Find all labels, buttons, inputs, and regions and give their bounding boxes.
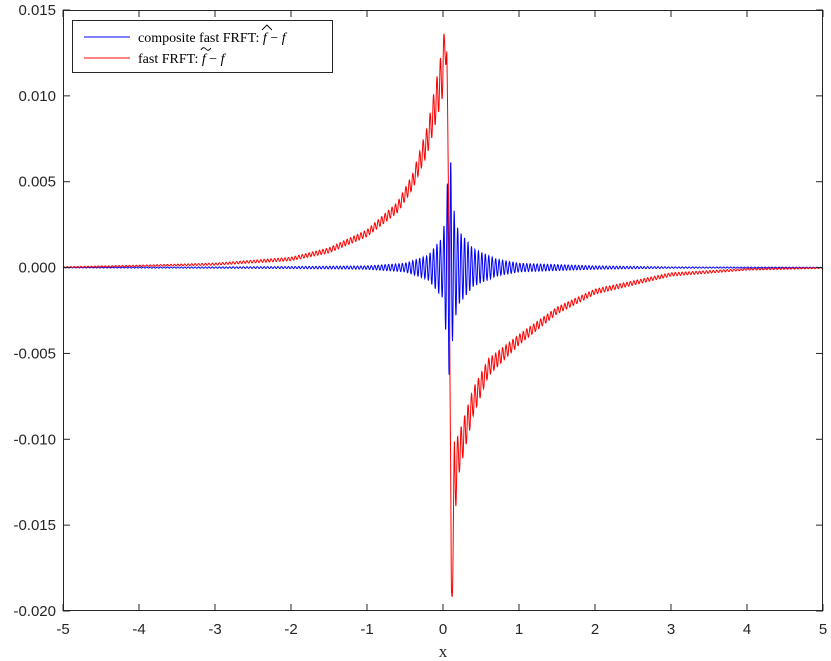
series-line-fast-frft (62, 33, 824, 597)
legend-label-composite-fast-frft-prefix: composite fast FRFT: (138, 31, 263, 46)
x-tick-label: 1 (515, 621, 523, 638)
x-tick-label: 0 (439, 621, 447, 638)
x-axis-label: x (439, 642, 448, 661)
x-tick-label: -2 (284, 621, 297, 638)
y-tick-label: 0.000 (18, 260, 56, 277)
y-tick-label: -0.010 (13, 431, 56, 448)
legend-label-composite-fast-frft: composite fast FRFT: f − f (138, 31, 288, 46)
y-tick-label: -0.005 (13, 345, 56, 362)
legend-hat-accent (261, 24, 273, 31)
series-layer (62, 33, 824, 597)
axis-ticks: -5 -4 -3 -2 -1 0 1 2 3 4 5 -0.020 -0.015 -0.010 -0.005… (13, 2, 827, 638)
series-line-composite-fast-frft (62, 162, 824, 375)
legend-box (72, 20, 333, 73)
legend-label-fast-frft: fast FRFT: f − f (138, 52, 227, 67)
y-tick-label: 0.010 (18, 88, 56, 105)
y-tick-label: -0.015 (13, 517, 56, 534)
x-tick-label: -5 (56, 621, 69, 638)
plot-area (63, 10, 823, 611)
x-tick-label: 2 (591, 621, 599, 638)
y-tick-label: 0.015 (18, 2, 56, 19)
legend-tilde-accent (200, 47, 212, 51)
x-tick-label: -1 (360, 621, 373, 638)
x-tick-label: 3 (667, 621, 675, 638)
x-tick-label: -3 (208, 621, 221, 638)
x-tick-label: 4 (743, 621, 751, 638)
x-tick-label: 5 (819, 621, 827, 638)
y-tick-label: -0.020 (13, 603, 56, 620)
legend: composite fast FRFT: f − f fast FRFT: f … (72, 20, 333, 73)
x-tick-label: -4 (132, 621, 145, 638)
y-tick-label: 0.005 (18, 174, 56, 191)
legend-label-fast-frft-prefix: fast FRFT: (138, 52, 202, 67)
